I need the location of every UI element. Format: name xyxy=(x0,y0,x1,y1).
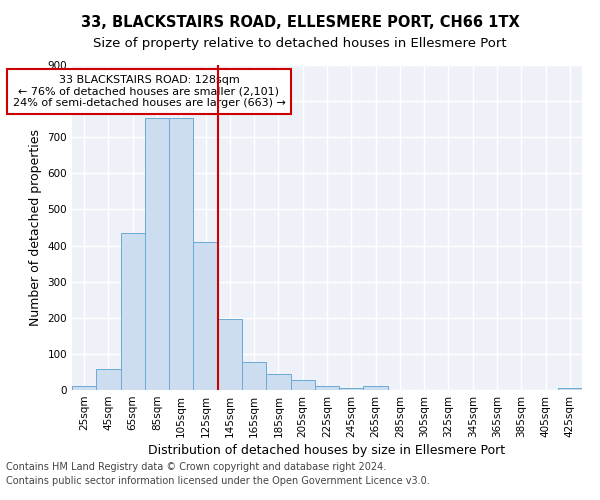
Text: 33 BLACKSTAIRS ROAD: 128sqm
← 76% of detached houses are smaller (2,101)
24% of : 33 BLACKSTAIRS ROAD: 128sqm ← 76% of det… xyxy=(13,74,286,108)
Text: Contains public sector information licensed under the Open Government Licence v3: Contains public sector information licen… xyxy=(6,476,430,486)
Bar xyxy=(193,242,218,390)
Bar xyxy=(96,369,121,390)
Bar xyxy=(315,386,339,390)
Bar xyxy=(266,374,290,390)
Bar xyxy=(339,388,364,390)
Bar xyxy=(364,386,388,390)
Bar xyxy=(242,362,266,390)
Text: 33, BLACKSTAIRS ROAD, ELLESMERE PORT, CH66 1TX: 33, BLACKSTAIRS ROAD, ELLESMERE PORT, CH… xyxy=(80,15,520,30)
Y-axis label: Number of detached properties: Number of detached properties xyxy=(29,129,42,326)
Bar xyxy=(290,380,315,390)
Bar xyxy=(121,233,145,390)
Bar xyxy=(169,118,193,390)
Text: Contains HM Land Registry data © Crown copyright and database right 2024.: Contains HM Land Registry data © Crown c… xyxy=(6,462,386,472)
Bar xyxy=(218,318,242,390)
Bar xyxy=(145,118,169,390)
Bar xyxy=(558,388,582,390)
Bar xyxy=(72,386,96,390)
X-axis label: Distribution of detached houses by size in Ellesmere Port: Distribution of detached houses by size … xyxy=(148,444,506,457)
Text: Size of property relative to detached houses in Ellesmere Port: Size of property relative to detached ho… xyxy=(93,38,507,51)
